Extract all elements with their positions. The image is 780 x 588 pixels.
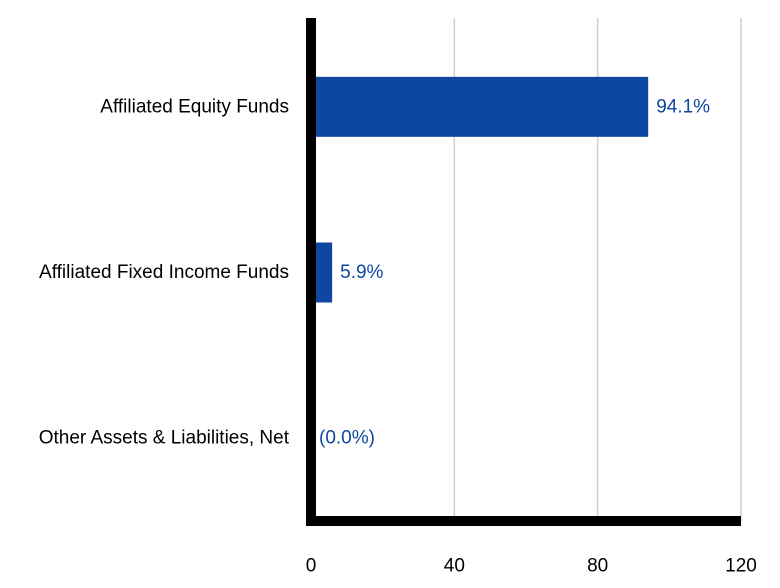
data-label-0: 94.1% bbox=[656, 96, 710, 117]
category-label-1: Affiliated Fixed Income Funds bbox=[39, 262, 289, 283]
x-tick-labels: 0 40 80 120 bbox=[306, 556, 757, 577]
x-tick-label-3: 120 bbox=[725, 556, 757, 577]
data-labels: 94.1% 5.9% (0.0%) bbox=[319, 96, 710, 448]
category-label-0: Affiliated Equity Funds bbox=[100, 96, 289, 117]
bars bbox=[311, 76, 649, 303]
x-tick-label-2: 80 bbox=[587, 556, 608, 577]
data-label-1: 5.9% bbox=[340, 262, 383, 283]
axes bbox=[306, 18, 741, 526]
category-label-2: Other Assets & Liabilities, Net bbox=[39, 428, 290, 449]
x-tick-label-0: 0 bbox=[306, 556, 317, 577]
category-labels: Affiliated Equity Funds Affiliated Fixed … bbox=[39, 96, 290, 448]
bar-1 bbox=[311, 242, 333, 303]
x-tick-label-1: 40 bbox=[444, 556, 465, 577]
data-label-2: (0.0%) bbox=[319, 428, 375, 449]
bar-0 bbox=[311, 76, 649, 137]
